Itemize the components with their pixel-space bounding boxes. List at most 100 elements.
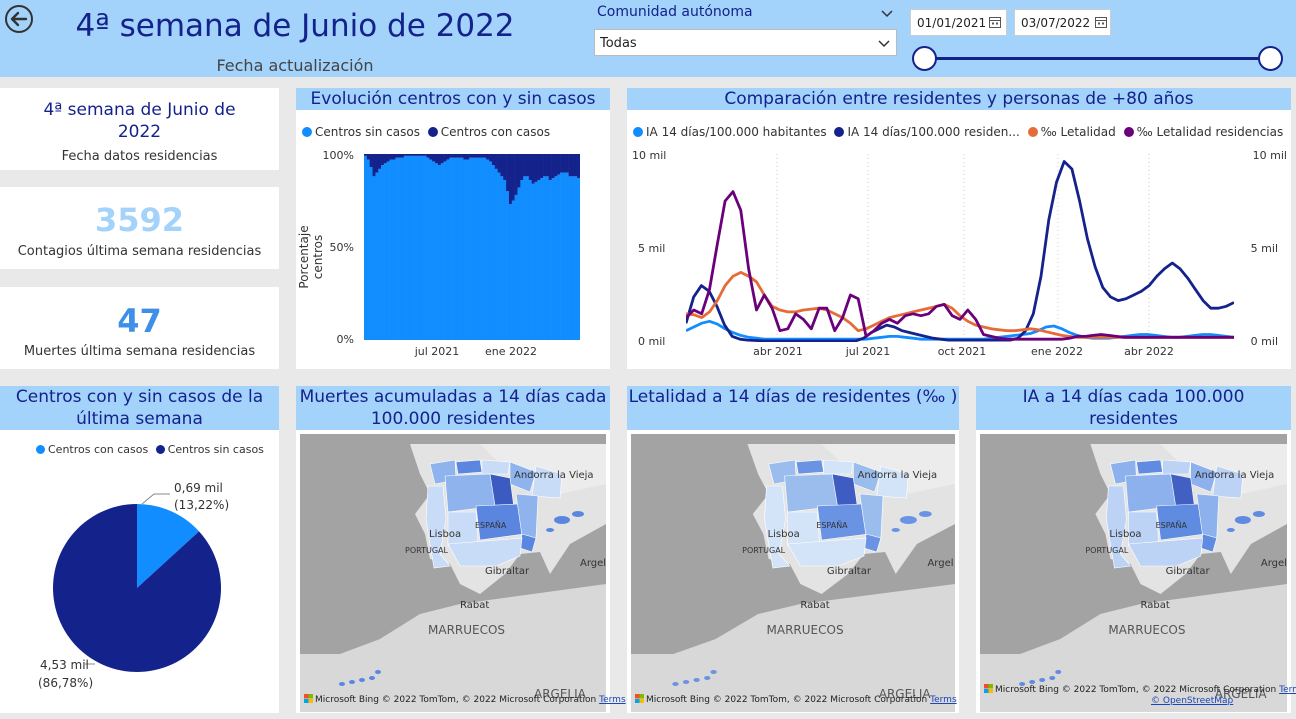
region-canarias[interactable] xyxy=(349,680,355,684)
bar-con-casos[interactable] xyxy=(463,154,467,160)
region-cantabria-pais-vasco[interactable] xyxy=(823,459,854,475)
bar-sin-casos[interactable] xyxy=(554,176,558,340)
bar-con-casos[interactable] xyxy=(389,154,393,160)
bar-sin-casos[interactable] xyxy=(460,157,464,340)
chevron-down-icon[interactable] xyxy=(877,36,891,50)
legend-item[interactable]: Centros con casos xyxy=(36,443,148,456)
bar-con-casos[interactable] xyxy=(386,154,390,162)
bar-sin-casos[interactable] xyxy=(574,176,578,340)
bar-chart-plot[interactable] xyxy=(364,154,580,340)
bar-con-casos[interactable] xyxy=(480,154,484,158)
bar-sin-casos[interactable] xyxy=(452,157,456,340)
bar-sin-casos[interactable] xyxy=(403,155,407,340)
bar-sin-casos[interactable] xyxy=(426,157,430,340)
bar-con-casos[interactable] xyxy=(486,154,490,160)
bar-con-casos[interactable] xyxy=(383,154,388,164)
bar-con-casos[interactable] xyxy=(568,154,572,177)
bar-sin-casos[interactable] xyxy=(409,155,413,340)
bar-con-casos[interactable] xyxy=(540,154,544,179)
bar-sin-casos[interactable] xyxy=(372,176,376,340)
pie-slice-sin-casos[interactable] xyxy=(53,504,222,672)
bar-con-casos[interactable] xyxy=(415,154,419,156)
bar-con-casos[interactable] xyxy=(534,154,538,182)
bar-con-casos[interactable] xyxy=(494,154,498,169)
bar-sin-casos[interactable] xyxy=(454,157,459,340)
bar-con-casos[interactable] xyxy=(398,154,402,158)
date-range-slider-start-handle[interactable] xyxy=(912,46,937,71)
bar-sin-casos[interactable] xyxy=(477,157,481,340)
bar-con-casos[interactable] xyxy=(449,154,453,158)
bar-sin-casos[interactable] xyxy=(548,180,552,340)
legend-item[interactable]: IA 14 días/100.000 residen... xyxy=(834,125,1020,139)
date-range-slider-end-handle[interactable] xyxy=(1258,46,1283,71)
bar-con-casos[interactable] xyxy=(543,154,547,177)
region-baleares[interactable] xyxy=(1226,528,1235,532)
bar-sin-casos[interactable] xyxy=(526,176,530,340)
bar-con-casos[interactable] xyxy=(466,154,470,160)
bar-con-casos[interactable] xyxy=(378,154,382,169)
bar-con-casos[interactable] xyxy=(520,154,524,181)
series-line-2[interactable] xyxy=(686,160,1234,342)
region-andalucia[interactable] xyxy=(447,537,523,567)
region-cantabria-pais-vasco[interactable] xyxy=(1162,459,1192,475)
bar-sin-casos[interactable] xyxy=(551,178,555,340)
bar-con-casos[interactable] xyxy=(506,154,510,192)
region-navarra-aragon[interactable] xyxy=(509,461,537,493)
bar-con-casos[interactable] xyxy=(437,154,442,166)
bar-sin-casos[interactable] xyxy=(474,157,478,340)
bar-con-casos[interactable] xyxy=(435,154,439,164)
bar-con-casos[interactable] xyxy=(460,154,464,158)
bar-sin-casos[interactable] xyxy=(528,180,532,340)
pie-chart-plot[interactable] xyxy=(52,503,222,673)
bar-con-casos[interactable] xyxy=(554,154,558,177)
bar-sin-casos[interactable] xyxy=(517,187,521,340)
bar-con-casos[interactable] xyxy=(514,154,518,195)
region-cataluna[interactable] xyxy=(1212,465,1244,499)
bar-con-casos[interactable] xyxy=(446,154,450,160)
bar-sin-casos[interactable] xyxy=(449,157,453,340)
region-andalucia[interactable] xyxy=(1127,537,1204,567)
bar-sin-casos[interactable] xyxy=(366,159,370,340)
bar-con-casos[interactable] xyxy=(557,154,561,175)
bar-sin-casos[interactable] xyxy=(412,155,416,340)
region-asturias[interactable] xyxy=(795,459,825,475)
bar-sin-casos[interactable] xyxy=(503,180,507,340)
bar-con-casos[interactable] xyxy=(497,154,501,173)
bar-con-casos[interactable] xyxy=(562,154,567,173)
bar-sin-casos[interactable] xyxy=(400,157,405,340)
bar-sin-casos[interactable] xyxy=(557,174,561,340)
region-cataluna[interactable] xyxy=(531,465,563,499)
region-baleares[interactable] xyxy=(546,528,554,532)
choropleth-map-2[interactable] xyxy=(631,434,955,712)
osm-link[interactable]: © OpenStreetMap xyxy=(1151,696,1234,706)
bar-sin-casos[interactable] xyxy=(463,159,467,340)
region-canarias[interactable] xyxy=(682,680,690,684)
bar-sin-casos[interactable] xyxy=(514,194,518,340)
bar-con-casos[interactable] xyxy=(571,154,575,177)
bar-sin-casos[interactable] xyxy=(457,157,461,340)
bar-sin-casos[interactable] xyxy=(523,176,527,340)
bar-con-casos[interactable] xyxy=(560,154,564,173)
bar-con-casos[interactable] xyxy=(369,154,373,168)
bar-con-casos[interactable] xyxy=(454,154,459,158)
bar-sin-casos[interactable] xyxy=(429,159,433,340)
pie-slice-con-casos[interactable] xyxy=(137,504,200,588)
bar-sin-casos[interactable] xyxy=(483,157,487,340)
bar-sin-casos[interactable] xyxy=(511,200,515,341)
bar-sin-casos[interactable] xyxy=(560,172,564,340)
region-baleares[interactable] xyxy=(919,511,932,517)
community-select[interactable]: Todas xyxy=(594,29,897,56)
region-canarias[interactable] xyxy=(1049,676,1056,680)
bar-sin-casos[interactable] xyxy=(469,157,473,340)
bar-sin-casos[interactable] xyxy=(480,157,484,340)
region-canarias[interactable] xyxy=(1039,678,1046,682)
bar-sin-casos[interactable] xyxy=(375,172,379,340)
bar-sin-casos[interactable] xyxy=(398,157,402,340)
bar-con-casos[interactable] xyxy=(443,154,447,162)
bar-con-casos[interactable] xyxy=(537,154,541,181)
region-canarias[interactable] xyxy=(1055,670,1062,674)
series-line-4[interactable] xyxy=(686,190,1234,341)
bar-con-casos[interactable] xyxy=(545,154,550,177)
region-canarias[interactable] xyxy=(710,670,717,674)
region-andalucia[interactable] xyxy=(787,537,867,567)
